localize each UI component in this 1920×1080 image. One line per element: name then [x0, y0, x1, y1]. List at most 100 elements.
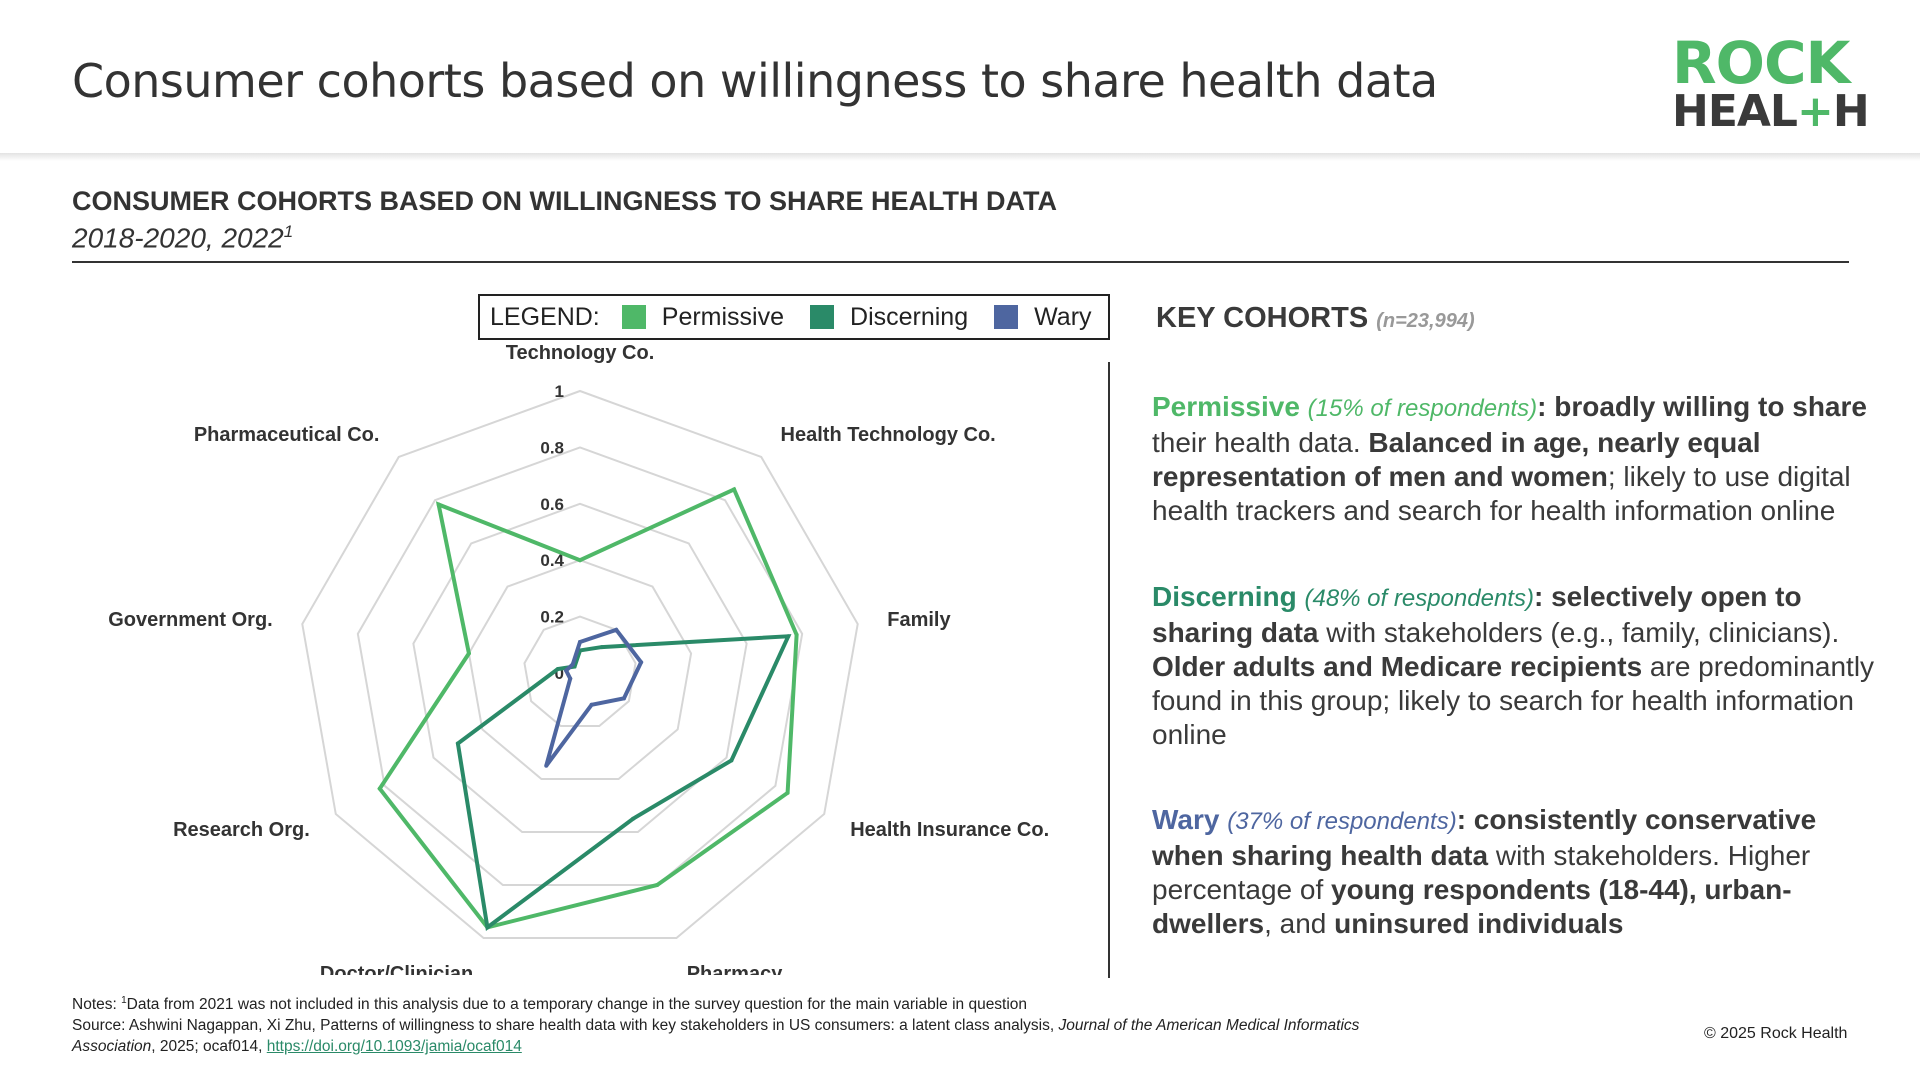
point-permissive-8: [436, 502, 441, 507]
axis-label-7: Government Org.: [108, 609, 272, 631]
cohort-bold-1: broadly willing to share: [1554, 391, 1867, 422]
chart-subtitle-footnote: 1: [283, 222, 294, 241]
footnote-line-2: Source: Ashwini Nagappan, Xi Zhu, Patter…: [72, 1015, 1402, 1057]
cohort-text-2: , and: [1264, 908, 1335, 939]
logo-heal: HEAL: [1672, 86, 1798, 138]
tick-label-5: 1: [555, 382, 564, 401]
chart-title: CONSUMER COHORTS BASED ON WILLINGNESS TO…: [72, 186, 1058, 216]
axis-label-8: Pharmaceutical Co.: [194, 424, 380, 446]
point-wary-7: [564, 668, 569, 673]
axis-label-5: Doctor/Clinician: [320, 963, 473, 975]
header: Consumer cohorts based on willingness to…: [0, 0, 1920, 155]
tick-label-2: 0.4: [540, 551, 564, 570]
title-rule: [72, 261, 1849, 263]
page-title: Consumer cohorts based on willingness to…: [72, 54, 1438, 108]
logo-line-2: HEAL+H: [1672, 90, 1870, 134]
series-discerning: [455, 634, 792, 931]
cohort-text-1: with stakeholders. Higher percentage of: [1152, 840, 1811, 905]
cohort-bold-2: Balanced in age, nearly equal representa…: [1152, 427, 1761, 492]
cohort-text-1: with stakeholders (e.g., family, clinici…: [1318, 617, 1840, 648]
footnotes: Notes: 1Data from 2021 was not included …: [72, 990, 1402, 1057]
point-permissive-7: [466, 651, 471, 656]
point-wary-2: [639, 660, 644, 665]
cohort-name: Wary: [1152, 804, 1220, 835]
legend-label-permissive: Permissive: [661, 302, 785, 331]
cohort-bold-3: uninsured individuals: [1334, 908, 1624, 939]
cohort-colon: :: [1537, 391, 1547, 422]
legend-label-discerning: Discerning: [850, 302, 969, 331]
rock-health-logo: ROCK HEAL+H: [1672, 29, 1870, 134]
logo-plus: +: [1796, 86, 1834, 138]
cohort-discerning: Discerning (48% of respondents): selecti…: [1152, 580, 1892, 752]
source-text: Source: Ashwini Nagappan, Xi Zhu, Patter…: [72, 1017, 1059, 1035]
point-discerning-6: [455, 741, 460, 746]
legend-item-wary: Wary: [994, 302, 1092, 332]
point-discerning-1: [599, 645, 604, 650]
cohort-name: Permissive: [1152, 391, 1300, 422]
cohort-name: Discerning: [1152, 581, 1297, 612]
point-wary-3: [621, 696, 626, 701]
copyright: © 2025 Rock Health: [1704, 1025, 1848, 1042]
tick-label-3: 0.6: [540, 495, 564, 514]
point-discerning-4: [631, 816, 636, 821]
cohort-wary: Wary (37% of respondents): consistently …: [1152, 803, 1892, 941]
legend-swatch-discerning: [810, 305, 835, 329]
legend-label-wary: Wary: [1034, 302, 1092, 331]
point-wary-1: [614, 627, 619, 632]
point-permissive-1: [732, 487, 737, 492]
footnote-line-1: Notes: 1Data from 2021 was not included …: [72, 990, 1402, 1015]
chart-subtitle-text: 2018-2020, 2022: [72, 222, 284, 254]
key-cohorts-title: KEY COHORTS (n=23,994): [1156, 302, 1475, 335]
notes-sup: 1: [121, 995, 127, 1006]
legend-item-permissive: Permissive: [621, 302, 785, 332]
tick-label-1: 0.2: [540, 608, 564, 627]
legend-swatch-wary: [994, 305, 1019, 329]
cohort-colon: :: [1456, 804, 1467, 835]
notes-text: Data from 2021 was not included in this …: [126, 996, 1028, 1014]
grid-ring-4: [356, 446, 804, 886]
cohort-bold-1: consistently conservative when sharing h…: [1152, 804, 1817, 871]
axis-label-3: Health Insurance Co.: [850, 819, 1049, 841]
chart-subtitle: 2018-2020, 20221: [72, 222, 293, 254]
logo-line-1: ROCK: [1672, 29, 1850, 97]
point-wary-6: [568, 676, 573, 681]
header-divider: [0, 153, 1920, 161]
series-permissive: [377, 486, 799, 930]
axis-label-1: Health Technology Co.: [781, 424, 996, 446]
chart-legend: LEGEND: Permissive Discerning Wary: [478, 294, 1110, 340]
cohort-text-1: their health data.: [1152, 427, 1369, 458]
legend-title: LEGEND:: [490, 302, 600, 331]
point-discerning-5: [485, 925, 490, 930]
tick-label-0: 0: [555, 664, 564, 683]
sample-size: (n=23,994): [1376, 310, 1475, 332]
source-rest: , 2025; ocaf014,: [151, 1038, 267, 1056]
tick-label-4: 0.8: [540, 438, 564, 457]
point-permissive-0: [578, 558, 582, 563]
point-wary-8: [570, 662, 575, 667]
axis-label-4: Pharmacy: [687, 963, 783, 975]
cohort-bold-1: selectively open to sharing data: [1152, 581, 1802, 648]
radar-chart: 0 0.2 0.4 0.6 0.8 1 Technology Co. Health Techn…: [90, 342, 1090, 985]
grid-ring-2: [467, 559, 693, 780]
source-doi-link[interactable]: https://doi.org/10.1093/jamia/ocaf014: [266, 1038, 522, 1056]
vertical-divider: [1108, 362, 1110, 978]
point-permissive-3: [785, 790, 790, 795]
series-wary: [544, 627, 644, 767]
cohort-colon: :: [1533, 581, 1544, 612]
legend-item-discerning: Discerning: [810, 303, 968, 332]
point-permissive-4: [655, 882, 660, 887]
cohort-permissive: Permissive (15% of respondents): broadly…: [1152, 390, 1892, 528]
grid-ring-5: [301, 389, 859, 939]
cohort-bold-2: Older adults and Medicare recipients: [1152, 651, 1643, 682]
point-permissive-6: [377, 786, 382, 791]
key-cohorts-heading: KEY COHORTS: [1156, 302, 1369, 334]
axis-label-6: Research Org.: [173, 819, 310, 841]
cohort-percent: (48% of respondents): [1304, 585, 1534, 612]
cohort-percent: (15% of respondents): [1307, 395, 1538, 422]
point-permissive-2: [794, 632, 799, 637]
notes-prefix: Notes:: [72, 996, 122, 1014]
axis-label-2: Family: [887, 609, 951, 631]
cohort-percent: (37% of respondents): [1227, 808, 1457, 835]
point-wary-0: [578, 639, 582, 644]
cohort-text-2: are predominantly found in this group; l…: [1152, 651, 1875, 750]
